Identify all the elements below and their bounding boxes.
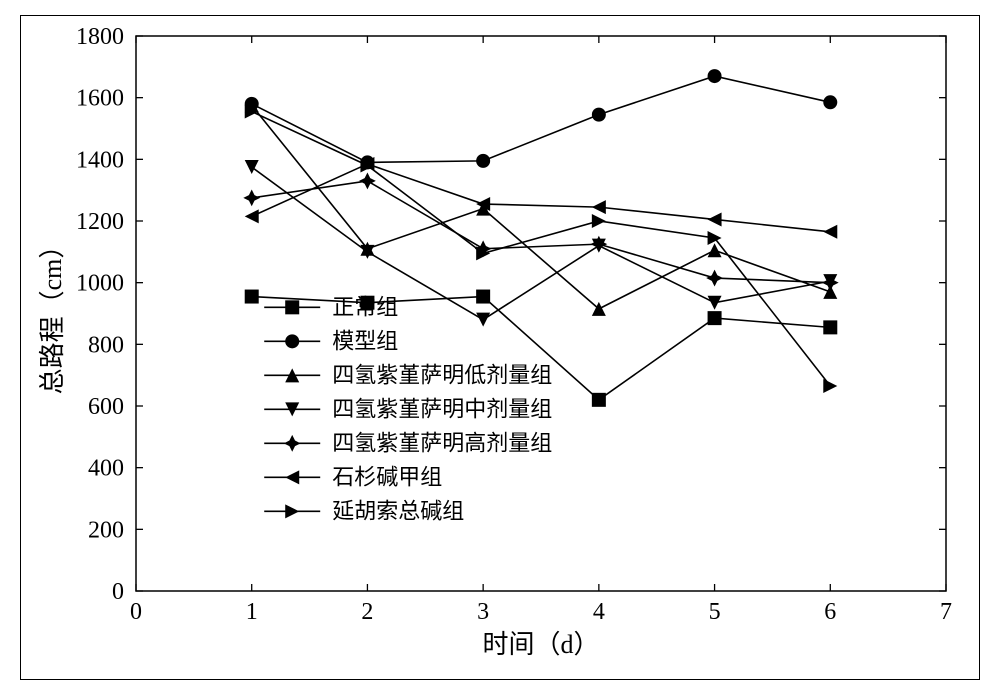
x-tick-label: 4 (593, 599, 605, 625)
x-tick-label: 6 (824, 599, 836, 625)
legend-entry: 四氢紫堇萨明低剂量组 (264, 362, 552, 387)
y-tick-label: 0 (112, 579, 124, 605)
y-tick-label: 800 (88, 332, 124, 358)
legend-entry: 模型组 (264, 328, 398, 353)
series-line (252, 164, 831, 232)
chart-frame: 0 1 2 3 4 5 6 7 0 200 400 600 800 1000 1200 1400 1600 180… (20, 15, 980, 680)
marker-circle (708, 69, 722, 83)
x-tick-label: 5 (709, 599, 721, 625)
marker-square (245, 290, 259, 304)
marker-tri-left (592, 200, 606, 214)
marker-square (285, 300, 299, 314)
x-tick-label: 2 (361, 599, 373, 625)
marker-tri-right (285, 504, 299, 518)
marker-square (823, 320, 837, 334)
marker-tri-left (823, 225, 837, 239)
legend-entry: 四氢紫堇萨明中剂量组 (264, 396, 552, 421)
legend-label: 四氢紫堇萨明中剂量组 (332, 396, 552, 421)
x-axis-title: 时间（d） (482, 630, 599, 659)
y-tick-label: 1000 (76, 271, 124, 297)
marker-tri-left (708, 212, 722, 226)
legend-label: 模型组 (332, 328, 398, 353)
marker-tri-down (708, 296, 722, 310)
marker-star (822, 274, 839, 291)
marker-star (243, 189, 260, 206)
marker-circle (823, 95, 837, 109)
marker-tri-down (476, 313, 490, 327)
marker-tri-right (823, 379, 837, 393)
series-line (252, 181, 831, 283)
marker-tri-left (245, 209, 259, 223)
marker-star (706, 270, 723, 287)
marker-square (708, 311, 722, 325)
marker-circle (476, 154, 490, 168)
marker-square (476, 290, 490, 304)
legend-label: 四氢紫堇萨明高剂量组 (332, 430, 552, 455)
legend-entry: 延胡索总碱组 (264, 498, 464, 523)
series (245, 69, 838, 169)
y-tick-label: 1600 (76, 86, 124, 112)
marker-tri-down (245, 160, 259, 174)
x-tick-label: 3 (477, 599, 489, 625)
marker-circle (592, 108, 606, 122)
marker-tri-left (285, 470, 299, 484)
y-tick-label: 1800 (76, 24, 124, 50)
y-tick-label: 400 (88, 456, 124, 482)
plot-border (136, 36, 946, 591)
legend-entry: 四氢紫堇萨明高剂量组 (264, 430, 552, 455)
series-line (252, 76, 831, 162)
y-tick-label: 1400 (76, 147, 124, 173)
marker-star (359, 173, 376, 190)
marker-circle (285, 334, 299, 348)
legend-label: 石杉碱甲组 (332, 464, 442, 489)
legend-label: 四氢紫堇萨明低剂量组 (332, 362, 552, 387)
x-tick-label: 0 (130, 599, 142, 625)
y-axis-title: 总路程（cm） (38, 233, 67, 395)
x-tick-label: 1 (246, 599, 258, 625)
marker-tri-right (708, 231, 722, 245)
line-chart: 0 1 2 3 4 5 6 7 0 200 400 600 800 1000 1200 1400 1600 180… (21, 16, 981, 681)
legend-label: 延胡索总碱组 (332, 498, 464, 523)
series-line (252, 105, 831, 309)
y-tick-label: 600 (88, 394, 124, 420)
y-tick-label: 1200 (76, 209, 124, 235)
marker-tri-right (592, 214, 606, 228)
series (243, 173, 838, 292)
legend-label: 正常组 (332, 294, 398, 319)
y-tick-label: 200 (88, 517, 124, 543)
x-tick-label: 7 (940, 599, 952, 625)
marker-square (592, 393, 606, 407)
legend-entry: 石杉碱甲组 (264, 464, 442, 489)
marker-star (284, 435, 301, 452)
